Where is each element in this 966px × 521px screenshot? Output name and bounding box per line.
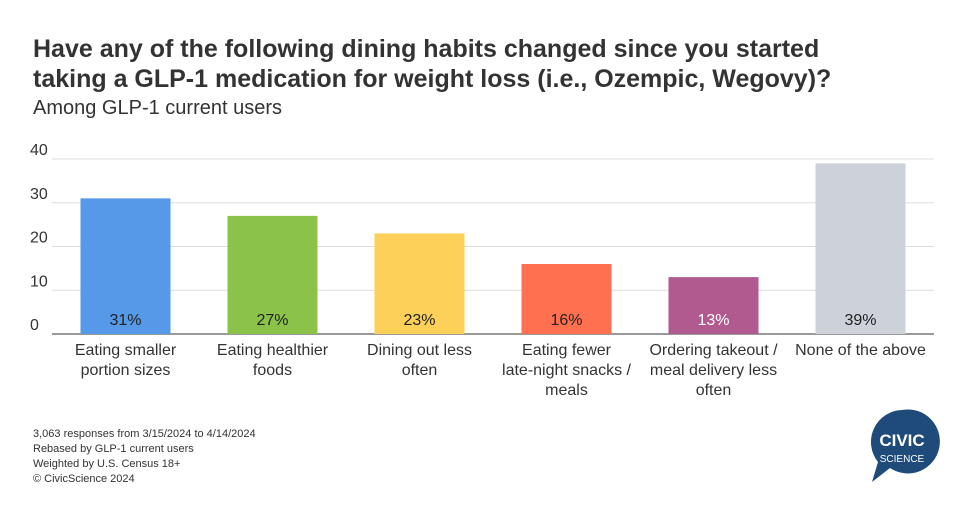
footnote: 3,063 responses from 3/15/2024 to 4/14/2… <box>33 428 256 440</box>
x-tick-label: Dining out less <box>367 342 472 359</box>
chart-title: taking a GLP-1 medication for weight los… <box>33 65 831 93</box>
bar <box>668 277 759 334</box>
value-label: 31% <box>109 312 141 329</box>
logo: CIVIC SCIENCE <box>870 409 940 482</box>
value-label: 13% <box>697 312 729 329</box>
bar <box>815 163 906 334</box>
logo-text: CIVIC <box>879 431 924 450</box>
y-tick-label: 0 <box>30 317 39 334</box>
x-tick-label: often <box>696 382 732 399</box>
bar <box>521 264 612 334</box>
x-tick-label: meals <box>545 382 588 399</box>
footnote: Weighted by U.S. Census 18+ <box>33 458 180 470</box>
value-label: 27% <box>256 312 288 329</box>
x-tick-label: late-night snacks / <box>502 362 632 379</box>
chart-subtitle: Among GLP-1 current users <box>33 97 282 119</box>
y-tick-label: 30 <box>30 186 48 203</box>
x-tick-label: Eating smaller <box>75 342 177 359</box>
x-tick-label: Ordering takeout / <box>649 342 778 359</box>
x-tick-label: Eating healthier <box>217 342 329 359</box>
chart-title: Have any of the following dining habits … <box>33 35 819 63</box>
footnote: © CivicScience 2024 <box>33 473 135 485</box>
x-tick-label: None of the above <box>795 342 926 359</box>
value-label: 39% <box>844 312 876 329</box>
footnote: Rebased by GLP-1 current users <box>33 443 194 455</box>
value-label: 23% <box>403 312 435 329</box>
y-tick-label: 10 <box>30 273 48 290</box>
value-label: 16% <box>550 312 582 329</box>
x-tick-label: Eating fewer <box>522 342 612 359</box>
x-tick-label: portion sizes <box>81 362 171 379</box>
x-tick-label: meal delivery less <box>650 362 777 379</box>
y-tick-label: 20 <box>30 230 48 247</box>
bar <box>80 198 171 334</box>
logo-text: SCIENCE <box>880 454 925 465</box>
bar <box>227 215 318 334</box>
logo-badge <box>870 409 940 482</box>
x-tick-label: often <box>402 362 438 379</box>
x-tick-label: foods <box>253 362 292 379</box>
bar <box>374 233 465 334</box>
y-tick-label: 40 <box>30 142 48 159</box>
